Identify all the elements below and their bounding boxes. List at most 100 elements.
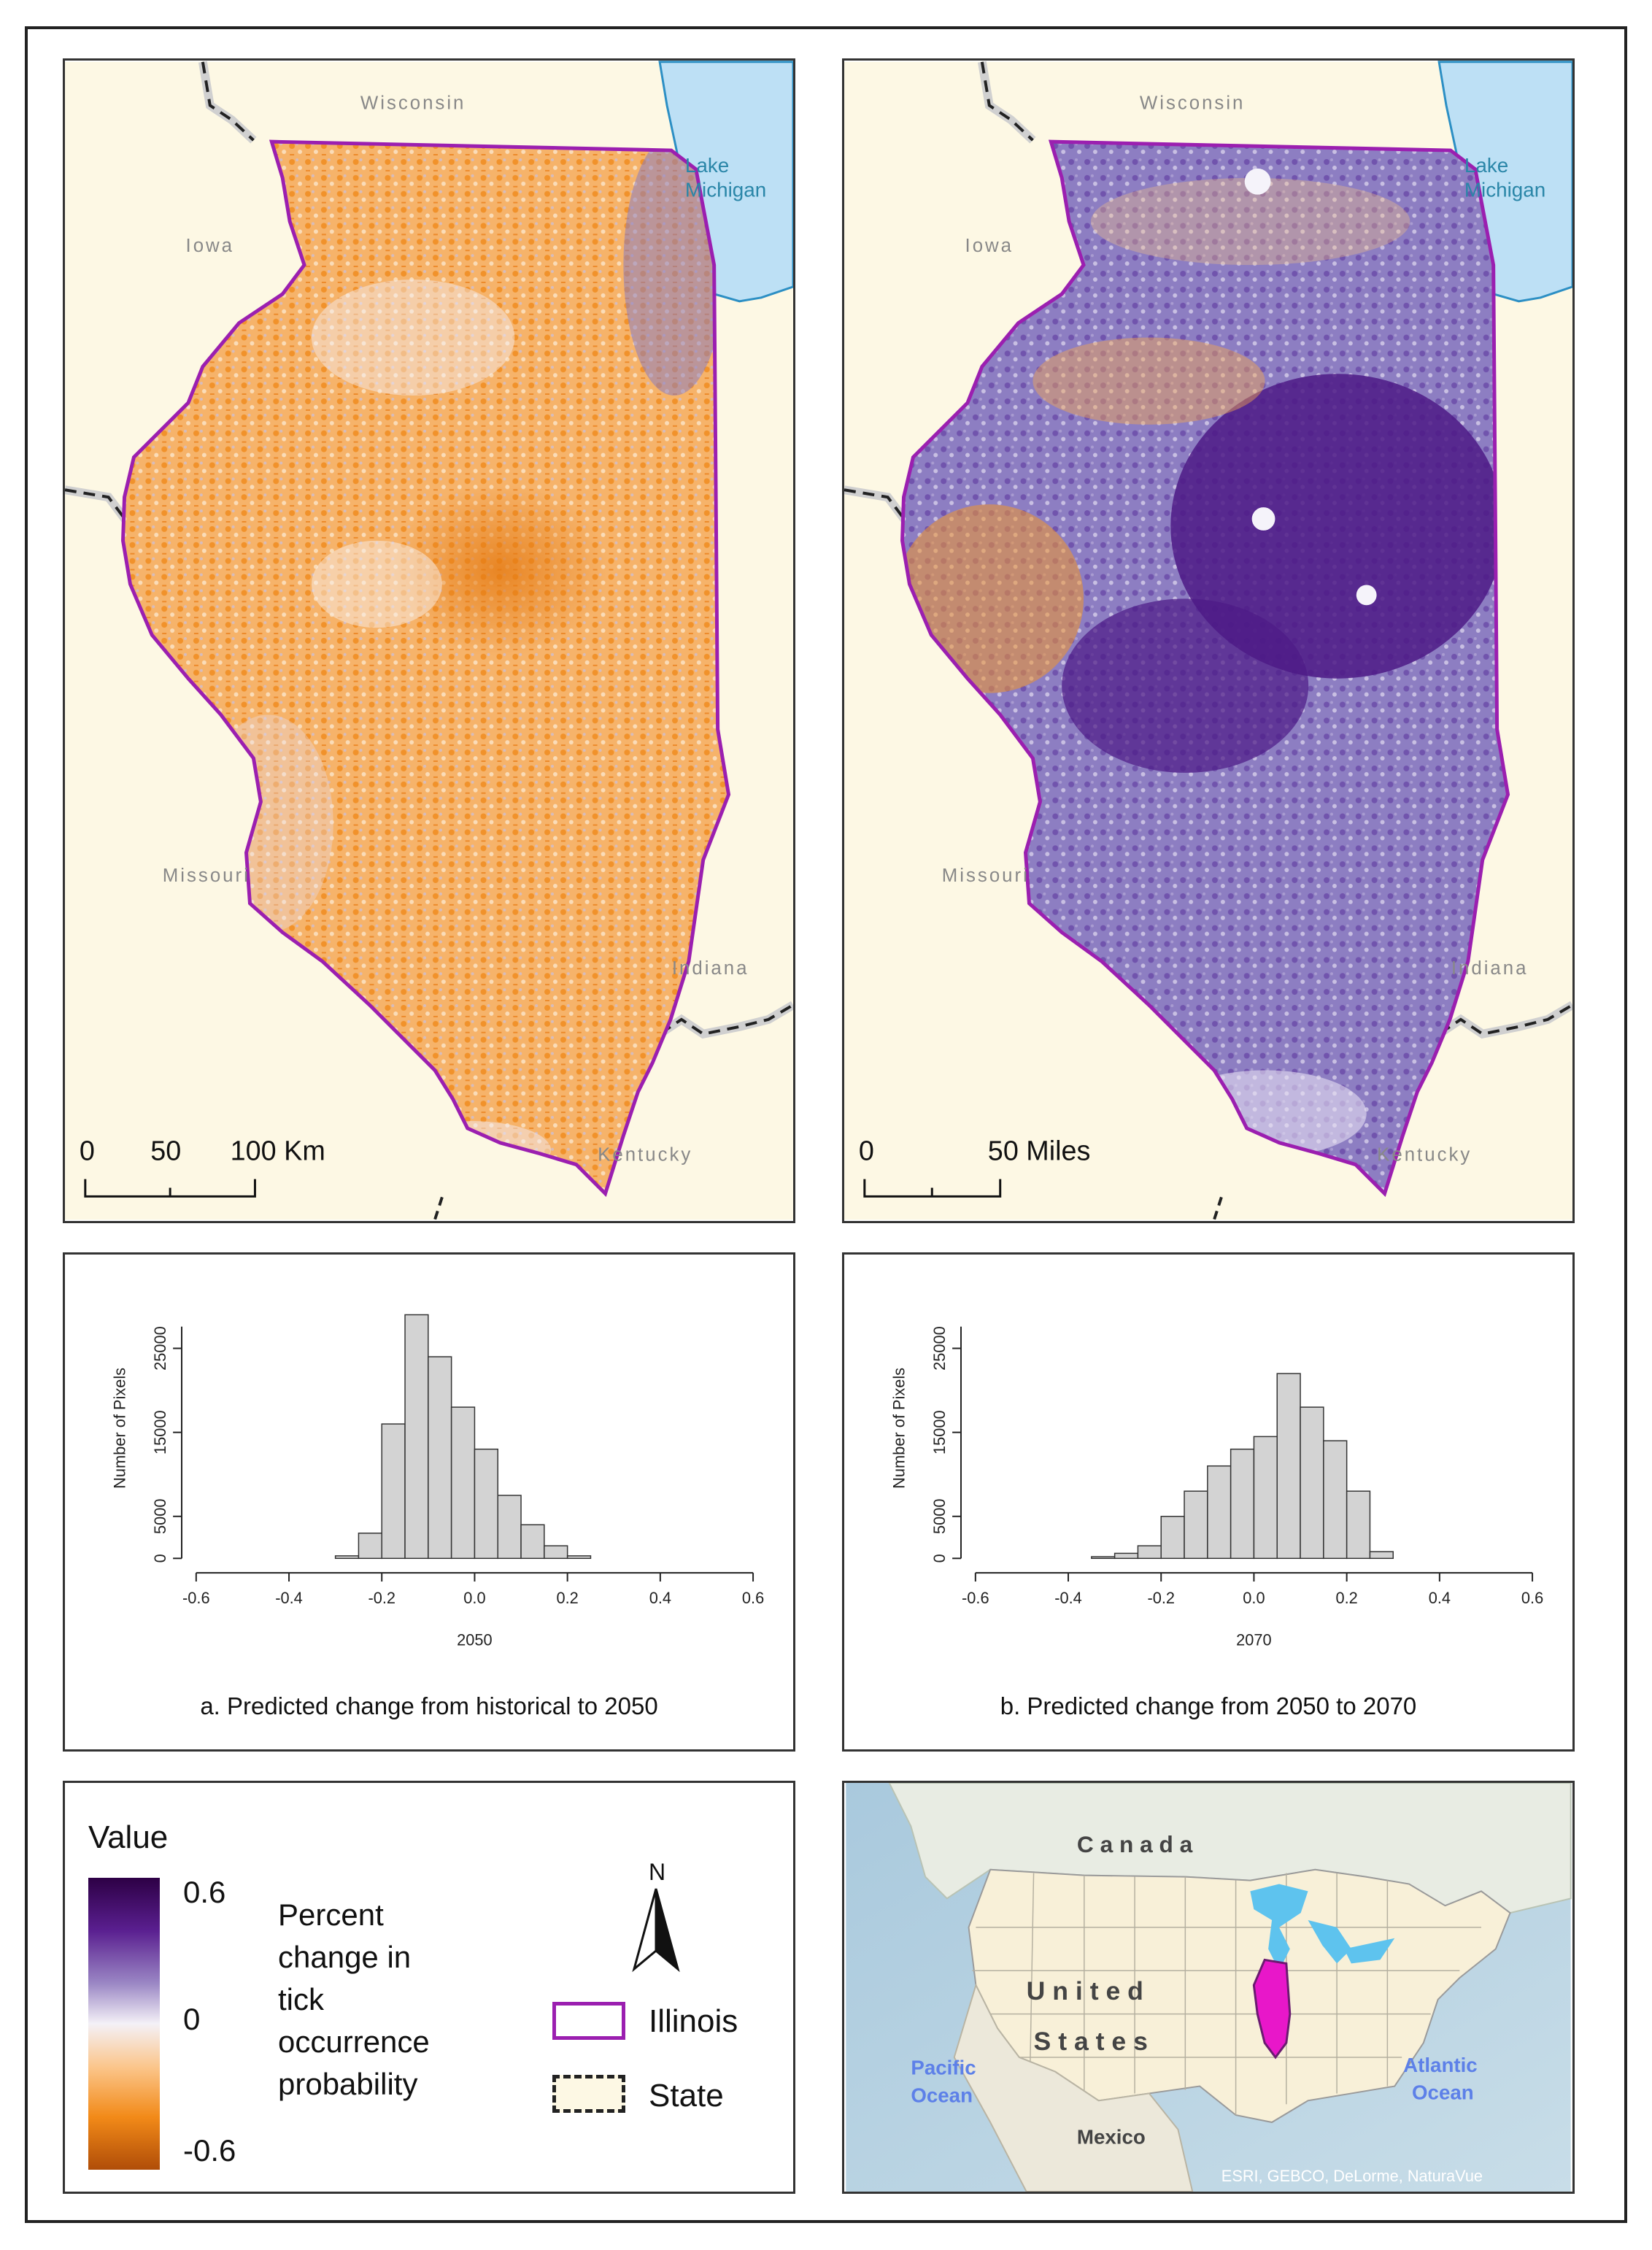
- north-arrow-icon: [632, 1888, 680, 1973]
- histogram-bar: [1276, 1373, 1301, 1560]
- legend-mid-label: 0: [183, 2002, 201, 2036]
- x-tick-label: -0.2: [1147, 1589, 1175, 1607]
- map-a-svg: Wisconsin Iowa Missouri Indiana Kentucky…: [65, 61, 793, 1220]
- scale-tick-0: 0: [859, 1136, 874, 1167]
- label-missouri: Missouri: [942, 866, 1030, 886]
- caption-a: a. Predicted change from historical to 2…: [200, 1692, 658, 1719]
- north-label: N: [649, 1859, 666, 1885]
- label-wisconsin: Wisconsin: [360, 93, 466, 113]
- y-tick-label: 0: [151, 1554, 169, 1563]
- x-tick-label: -0.6: [962, 1589, 989, 1607]
- label-canada: C a n a d a: [1077, 1831, 1193, 1857]
- histogram-a-svg: -0.6 -0.4 -0.2 0.0 0.2 0.4 0.6 2050 0 5000 15000 25…: [111, 1314, 764, 1649]
- legend-max-label: 0.6: [183, 1875, 226, 1909]
- histogram-bar: [1230, 1448, 1255, 1560]
- x-tick-label: -0.4: [1054, 1589, 1082, 1607]
- label-wisconsin: Wisconsin: [1140, 93, 1246, 113]
- label-mexico: Mexico: [1077, 2126, 1146, 2149]
- histogram-bar: [1323, 1440, 1348, 1560]
- state-boundary-wi: [201, 61, 255, 142]
- x-tick-label: -0.6: [182, 1589, 210, 1607]
- y-tick-label: 25000: [151, 1326, 169, 1371]
- state-boundary-wi: [980, 61, 1034, 142]
- histogram-bar: [1300, 1406, 1324, 1560]
- scale-bar-b: 0 50 Miles: [859, 1136, 1090, 1198]
- legend-desc-line: change in: [278, 1940, 412, 1974]
- histogram-bar: [1184, 1490, 1208, 1560]
- map-credit: ESRI, GEBCO, DeLorme, NaturaVue: [1221, 2167, 1483, 2185]
- x-tick-label: 0.4: [1429, 1589, 1451, 1607]
- histogram-b-svg: -0.6 -0.4 -0.2 0.0 0.2 0.4 0.6 2070 0 5000 15000 25…: [890, 1326, 1544, 1649]
- label-iowa: Iowa: [965, 236, 1014, 256]
- label-iowa: Iowa: [186, 236, 234, 256]
- state-boundary-ky-mo: [433, 1196, 444, 1220]
- legend-color-ramp: [88, 1878, 160, 2170]
- histogram-bar: [1369, 1551, 1394, 1560]
- histogram-bar: [404, 1314, 429, 1560]
- histogram-bar: [1091, 1556, 1116, 1560]
- mexico: [953, 1983, 1194, 2192]
- legend-desc-line: Percent: [278, 1898, 384, 1932]
- x-tick-label: 0.2: [556, 1589, 578, 1607]
- label-pacific-ocean: Ocean: [911, 2084, 973, 2106]
- histogram-bar: [497, 1495, 522, 1560]
- legend-desc-line: occurrence: [278, 2024, 430, 2059]
- histogram-bar: [520, 1524, 545, 1560]
- label-lake: Lake: [685, 154, 729, 177]
- legend-desc-line: probability: [278, 2067, 418, 2101]
- legend-label-illinois: Illinois: [649, 2003, 738, 2039]
- scale-tick-100: 100 Km: [231, 1136, 325, 1167]
- legend-panel: Value 0.6 0 -0.6 Percent change in tick …: [63, 1781, 795, 2194]
- histogram-bar: [1346, 1490, 1371, 1560]
- figure-frame: [25, 26, 1627, 2223]
- label-indiana: Indiana: [672, 958, 749, 979]
- label-atlantic: Atlantic: [1403, 2054, 1478, 2076]
- y-tick-label: 25000: [930, 1326, 949, 1371]
- label-kentucky: Kentucky: [598, 1145, 692, 1166]
- map-b-svg: Wisconsin Iowa Missouri Indiana Kentucky…: [844, 61, 1572, 1220]
- label-pacific: Pacific: [911, 2057, 976, 2079]
- state-boundary-ia-mo: [844, 488, 911, 528]
- legend-title: Value: [88, 1819, 169, 1855]
- illinois-outline-a: [121, 139, 731, 1198]
- label-atlantic-ocean: Ocean: [1412, 2081, 1474, 2103]
- x-tick-label: -0.2: [368, 1589, 395, 1607]
- histogram-bar: [428, 1356, 452, 1560]
- histogram-panel-a: -0.6 -0.4 -0.2 0.0 0.2 0.4 0.6 2050 0 5000 15000 25…: [63, 1252, 795, 1752]
- histogram-bar: [1113, 1552, 1139, 1560]
- x-tick-label: 0.6: [1521, 1589, 1543, 1607]
- label-kentucky: Kentucky: [1377, 1145, 1472, 1166]
- legend-label-state: State: [649, 2078, 724, 2114]
- state-boundary-in-ky: [623, 1003, 793, 1039]
- x-tick-label: -0.4: [275, 1589, 303, 1607]
- x-tick-label: 0.2: [1335, 1589, 1357, 1607]
- histogram-bar: [358, 1533, 382, 1560]
- y-axis-label: Number of Pixels: [890, 1368, 908, 1489]
- label-states: S t a t e s: [1034, 2027, 1148, 2056]
- x-tick-label: 0.0: [1243, 1589, 1265, 1607]
- histogram-bar: [474, 1448, 498, 1560]
- label-michigan: Michigan: [1464, 179, 1545, 201]
- label-michigan: Michigan: [685, 179, 766, 201]
- state-boundary-ky-mo: [1213, 1196, 1223, 1220]
- y-axis-label: Number of Pixels: [111, 1368, 129, 1489]
- histogram-panel-b: -0.6 -0.4 -0.2 0.0 0.2 0.4 0.6 2070 0 5000 15000 25…: [842, 1252, 1575, 1752]
- histogram-bar: [334, 1555, 360, 1560]
- scale-bar-a: 0 50 100 Km: [80, 1136, 325, 1198]
- histogram-bar: [1160, 1516, 1185, 1560]
- y-tick-label: 5000: [930, 1499, 949, 1535]
- state-boundary-ia-mo: [65, 488, 132, 528]
- y-tick-label: 15000: [930, 1410, 949, 1455]
- x-tick-label: 0.4: [649, 1589, 671, 1607]
- label-united: U n i t e d: [1027, 1976, 1143, 2006]
- illinois-outline-b: [900, 139, 1510, 1198]
- x-axis-label: 2070: [1236, 1630, 1272, 1649]
- x-tick-label: 0.0: [463, 1589, 485, 1607]
- legend-swatch-state: [552, 2075, 625, 2113]
- legend-description: Percent change in tick occurrence probab…: [278, 1894, 430, 2105]
- y-tick-label: 15000: [151, 1410, 169, 1455]
- illinois-highlight: [1252, 1958, 1292, 2060]
- caption-b: b. Predicted change from 2050 to 2070: [1000, 1692, 1417, 1719]
- label-missouri: Missouri: [163, 866, 250, 886]
- histogram-bar: [1137, 1545, 1162, 1560]
